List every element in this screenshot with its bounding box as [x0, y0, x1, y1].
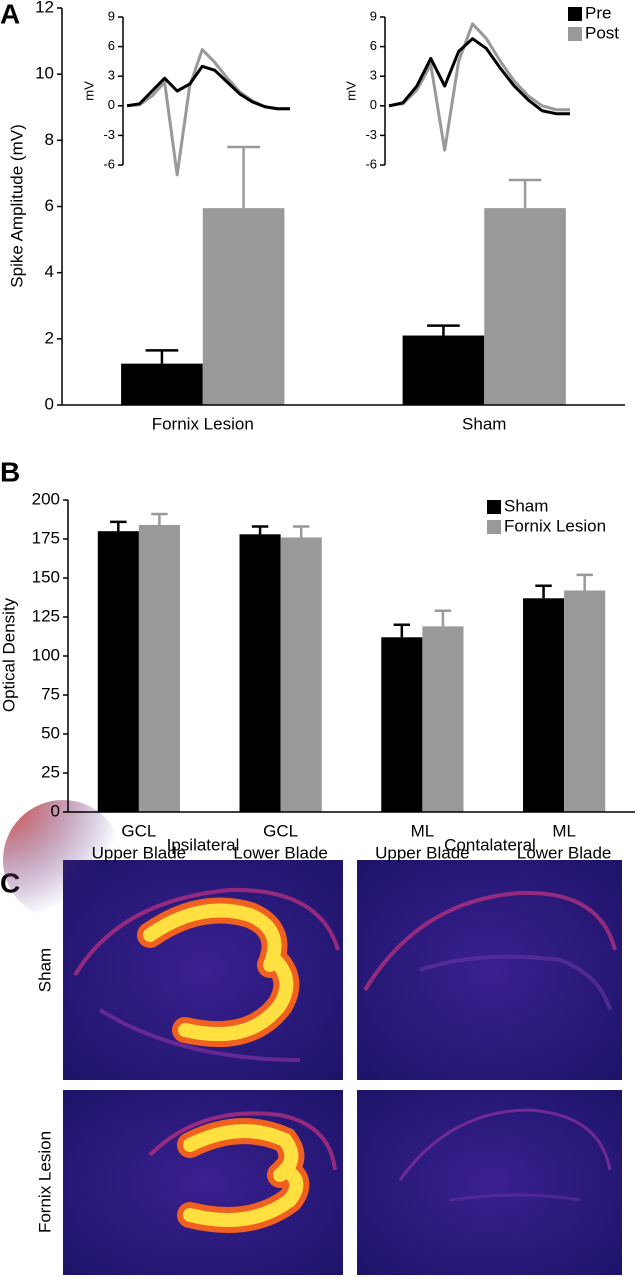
y-tick-label: 175 — [32, 528, 60, 547]
bar — [138, 524, 180, 812]
x-tick-label: Lower Blade — [233, 843, 328, 862]
y-tick-label: -6 — [103, 156, 115, 171]
image-ipsi-lesion — [63, 1090, 343, 1275]
x-tick-label: Sham — [462, 414, 506, 433]
trace — [388, 22, 570, 152]
error-bar — [145, 349, 179, 364]
y-tick-label: 3 — [108, 68, 115, 83]
x-tick-label: GCL — [121, 821, 156, 840]
x-tick-label: GCL — [263, 821, 298, 840]
legend-swatch — [568, 7, 582, 21]
bar — [523, 598, 565, 812]
error-bar — [292, 525, 310, 538]
y-tick-label: 6 — [108, 38, 115, 53]
y-tick-label: 9 — [370, 8, 377, 23]
y-tick-label: 0 — [45, 394, 54, 413]
y-axis-label: mV — [81, 81, 96, 101]
y-tick-label: 0 — [51, 801, 60, 820]
y-axis-label: Optical Density — [0, 597, 18, 712]
trace — [126, 64, 290, 111]
row-label: Fornix Lesion — [35, 1131, 54, 1233]
x-tick-label: Lower Blade — [517, 843, 612, 862]
error-bar — [393, 623, 411, 638]
x-tick-label: Upper Blade — [92, 843, 187, 862]
error-bar — [251, 525, 269, 535]
bar — [422, 626, 464, 812]
y-tick-label: 75 — [41, 684, 60, 703]
y-tick-label: 50 — [41, 723, 60, 742]
y-tick-label: 6 — [370, 38, 377, 53]
bar — [484, 208, 566, 405]
y-tick-label: 150 — [32, 567, 60, 586]
y-tick-label: 9 — [108, 8, 115, 23]
bar — [280, 537, 322, 812]
x-tick-label: ML — [552, 821, 576, 840]
y-axis-label: Spike Amplitude (mV) — [7, 124, 26, 287]
legend-swatch — [568, 27, 582, 41]
bar — [239, 534, 281, 812]
y-tick-label: 4 — [45, 262, 54, 281]
column-label: Contalateral — [444, 835, 536, 854]
y-axis-label: mV — [343, 81, 358, 101]
row-label: Sham — [35, 948, 54, 992]
y-tick-label: 10 — [35, 64, 54, 83]
column-label: Ipsilateral — [167, 835, 240, 854]
legend-swatch — [487, 500, 501, 514]
trace — [388, 37, 570, 116]
error-bar — [227, 145, 260, 209]
y-tick-label: -6 — [365, 156, 377, 171]
bar — [121, 363, 203, 405]
error-bar — [110, 520, 127, 532]
y-tick-label: 12 — [35, 0, 54, 16]
y-tick-label: 200 — [32, 489, 60, 508]
error-bar — [427, 324, 460, 336]
image-contra-lesion — [357, 1090, 622, 1275]
y-tick-label: 3 — [370, 68, 377, 83]
bar — [564, 590, 606, 812]
error-bar — [576, 573, 593, 591]
bar — [402, 335, 485, 405]
y-tick-label: 6 — [45, 196, 54, 215]
y-tick-label: 8 — [45, 130, 54, 149]
y-tick-label: 2 — [45, 328, 54, 347]
x-tick-label: Fornix Lesion — [152, 414, 254, 433]
bar — [97, 531, 139, 812]
y-tick-label: 25 — [41, 762, 60, 781]
panel-label: A — [0, 0, 20, 29]
y-tick-label: 0 — [108, 97, 115, 112]
image-ipsi-sham — [3, 800, 343, 1080]
image-contra-sham — [357, 860, 622, 1080]
y-tick-label: 0 — [370, 97, 377, 112]
legend-label: Fornix Lesion — [504, 516, 606, 535]
error-bar — [508, 178, 542, 209]
y-tick-label: 100 — [32, 645, 60, 664]
bar — [381, 637, 423, 812]
x-tick-label: ML — [411, 821, 435, 840]
bar — [202, 208, 285, 405]
error-bar — [151, 512, 168, 525]
legend-label: Pre — [585, 3, 611, 22]
legend-label: Sham — [504, 496, 548, 515]
legend-swatch — [487, 520, 501, 534]
y-tick-label: -3 — [103, 127, 115, 142]
y-tick-label: -3 — [365, 127, 377, 142]
legend-label: Post — [585, 23, 619, 42]
x-tick-label: Upper Blade — [375, 843, 470, 862]
y-tick-label: 125 — [32, 606, 60, 625]
panel-label: B — [0, 456, 20, 487]
error-bar — [434, 609, 452, 627]
error-bar — [535, 584, 552, 599]
